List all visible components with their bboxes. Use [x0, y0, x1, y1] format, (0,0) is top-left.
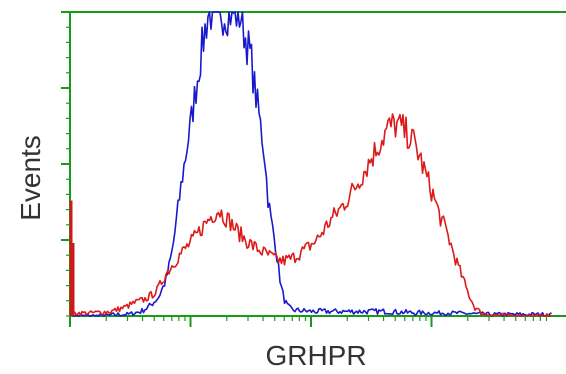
series-line-2: [69, 113, 552, 317]
x-axis-label: GRHPR: [265, 340, 366, 371]
y-axis-label: Events: [15, 135, 46, 221]
plot-frame: [69, 11, 566, 317]
ticks-layer: [61, 11, 548, 327]
series-layer: [69, 11, 552, 317]
series-line-1: [69, 11, 552, 317]
